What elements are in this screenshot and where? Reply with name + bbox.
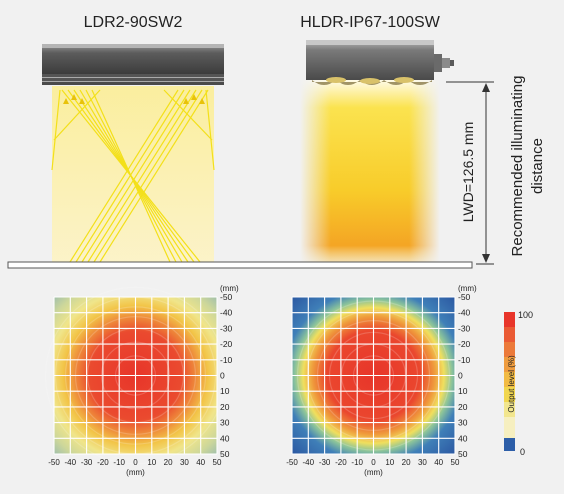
y-tick-label: -20 — [458, 339, 471, 349]
ldr2-light-housing — [42, 44, 224, 85]
x-tick-label: 50 — [451, 458, 460, 467]
y-tick-label: -30 — [220, 323, 233, 333]
y-tick-label: -40 — [458, 308, 471, 318]
ray-arrow — [199, 98, 205, 104]
ray — [205, 89, 215, 171]
y-axis-unit: (mm) — [220, 284, 239, 293]
y-tick-label: 50 — [220, 449, 230, 459]
x-tick-label: -40 — [303, 458, 315, 467]
ray-arrow — [79, 98, 85, 104]
x-axis-unit: (mm) — [126, 468, 145, 477]
y-tick-label: 50 — [458, 449, 468, 459]
x-tick-label: -20 — [335, 458, 347, 467]
legend-swatch — [504, 357, 515, 372]
ldr2-map-axes: (mm)-50-50-40-40-30-30-20-20-10-10001010… — [48, 284, 239, 477]
y-tick-label: 40 — [220, 433, 230, 443]
legend-max-label: 100 — [518, 310, 533, 320]
y-tick-label: -20 — [220, 339, 233, 349]
y-tick-label: 10 — [458, 386, 468, 396]
y-tick-label: 30 — [220, 418, 230, 428]
hldr-light-beam — [300, 80, 440, 264]
x-tick-label: 30 — [180, 458, 189, 467]
x-tick-label: -40 — [65, 458, 77, 467]
ray — [51, 89, 61, 171]
work-surface-plate — [7, 261, 473, 269]
ray — [87, 89, 197, 263]
x-tick-label: 10 — [385, 458, 394, 467]
y-tick-label: -30 — [458, 323, 471, 333]
ray — [69, 89, 179, 263]
y-axis-unit: (mm) — [458, 284, 477, 293]
right-product-title: HLDR-IP67-100SW — [300, 14, 441, 31]
legend-title: Output level (%) — [507, 355, 516, 413]
x-tick-label: -30 — [81, 458, 93, 467]
x-tick-label: 30 — [418, 458, 427, 467]
x-tick-label: -20 — [97, 458, 109, 467]
ray-arrow — [183, 98, 189, 104]
legend-min-label: 0 — [520, 447, 525, 457]
x-tick-label: -10 — [351, 458, 363, 467]
x-tick-label: 20 — [402, 458, 411, 467]
ray — [81, 89, 191, 263]
legend-swatch — [504, 342, 515, 357]
x-tick-label: -30 — [319, 458, 331, 467]
ray — [163, 89, 213, 141]
legend-swatch — [504, 402, 515, 417]
y-tick-label: 30 — [458, 418, 468, 428]
y-tick-label: 10 — [220, 386, 230, 396]
legend-swatch — [504, 327, 515, 342]
recommended-distance-label-line2: distance — [529, 138, 546, 194]
x-tick-label: -50 — [286, 458, 298, 467]
ray — [75, 89, 185, 263]
y-tick-label: -50 — [220, 292, 233, 302]
y-tick-label: 0 — [220, 371, 225, 381]
ray-arrow — [191, 94, 197, 100]
hldr-map-grid — [291, 296, 456, 455]
legend-swatch — [504, 417, 515, 438]
ray-arrow — [71, 94, 77, 100]
contour-ring — [44, 286, 227, 465]
output-level-legend — [504, 312, 515, 451]
x-tick-label: 0 — [133, 458, 138, 467]
x-tick-label: 0 — [371, 458, 376, 467]
x-tick-label: -10 — [113, 458, 125, 467]
hldr-map-axes: (mm)-50-50-40-40-30-30-20-20-10-10001010… — [286, 284, 477, 477]
legend-swatch — [504, 312, 515, 327]
y-tick-label: -50 — [458, 292, 471, 302]
y-tick-label: 40 — [458, 433, 468, 443]
ldr2-output-map — [44, 286, 227, 465]
legend-swatch — [504, 438, 515, 451]
x-tick-label: 40 — [196, 458, 205, 467]
hldr-light-housing — [306, 40, 454, 85]
legend-swatch — [504, 372, 515, 387]
left-product-title: LDR2-90SW2 — [84, 14, 183, 31]
x-axis-unit: (mm) — [364, 468, 383, 477]
hldr-output-map — [291, 296, 456, 455]
ray — [99, 89, 209, 263]
x-tick-label: 20 — [164, 458, 173, 467]
ldr2-map-grid — [53, 296, 218, 455]
ray-arrow — [63, 98, 69, 104]
ray — [53, 89, 101, 141]
y-tick-label: 20 — [220, 402, 230, 412]
ldr2-light-beam — [51, 86, 215, 263]
ray — [93, 89, 203, 263]
x-tick-label: 40 — [434, 458, 443, 467]
ldr2-reflected-rays — [51, 89, 215, 263]
y-tick-label: -40 — [220, 308, 233, 318]
y-tick-label: 20 — [458, 402, 468, 412]
y-tick-label: -10 — [220, 355, 233, 365]
y-tick-label: 0 — [458, 371, 463, 381]
lwd-dimension — [446, 81, 494, 265]
x-tick-label: -50 — [48, 458, 60, 467]
legend-swatch — [504, 387, 515, 402]
x-tick-label: 50 — [213, 458, 222, 467]
y-tick-label: -10 — [458, 355, 471, 365]
x-tick-label: 10 — [147, 458, 156, 467]
recommended-distance-label-line1: Recommended illuminating — [509, 76, 526, 257]
ray — [91, 89, 171, 263]
lwd-label: LWD=126.5 mm — [460, 122, 476, 223]
